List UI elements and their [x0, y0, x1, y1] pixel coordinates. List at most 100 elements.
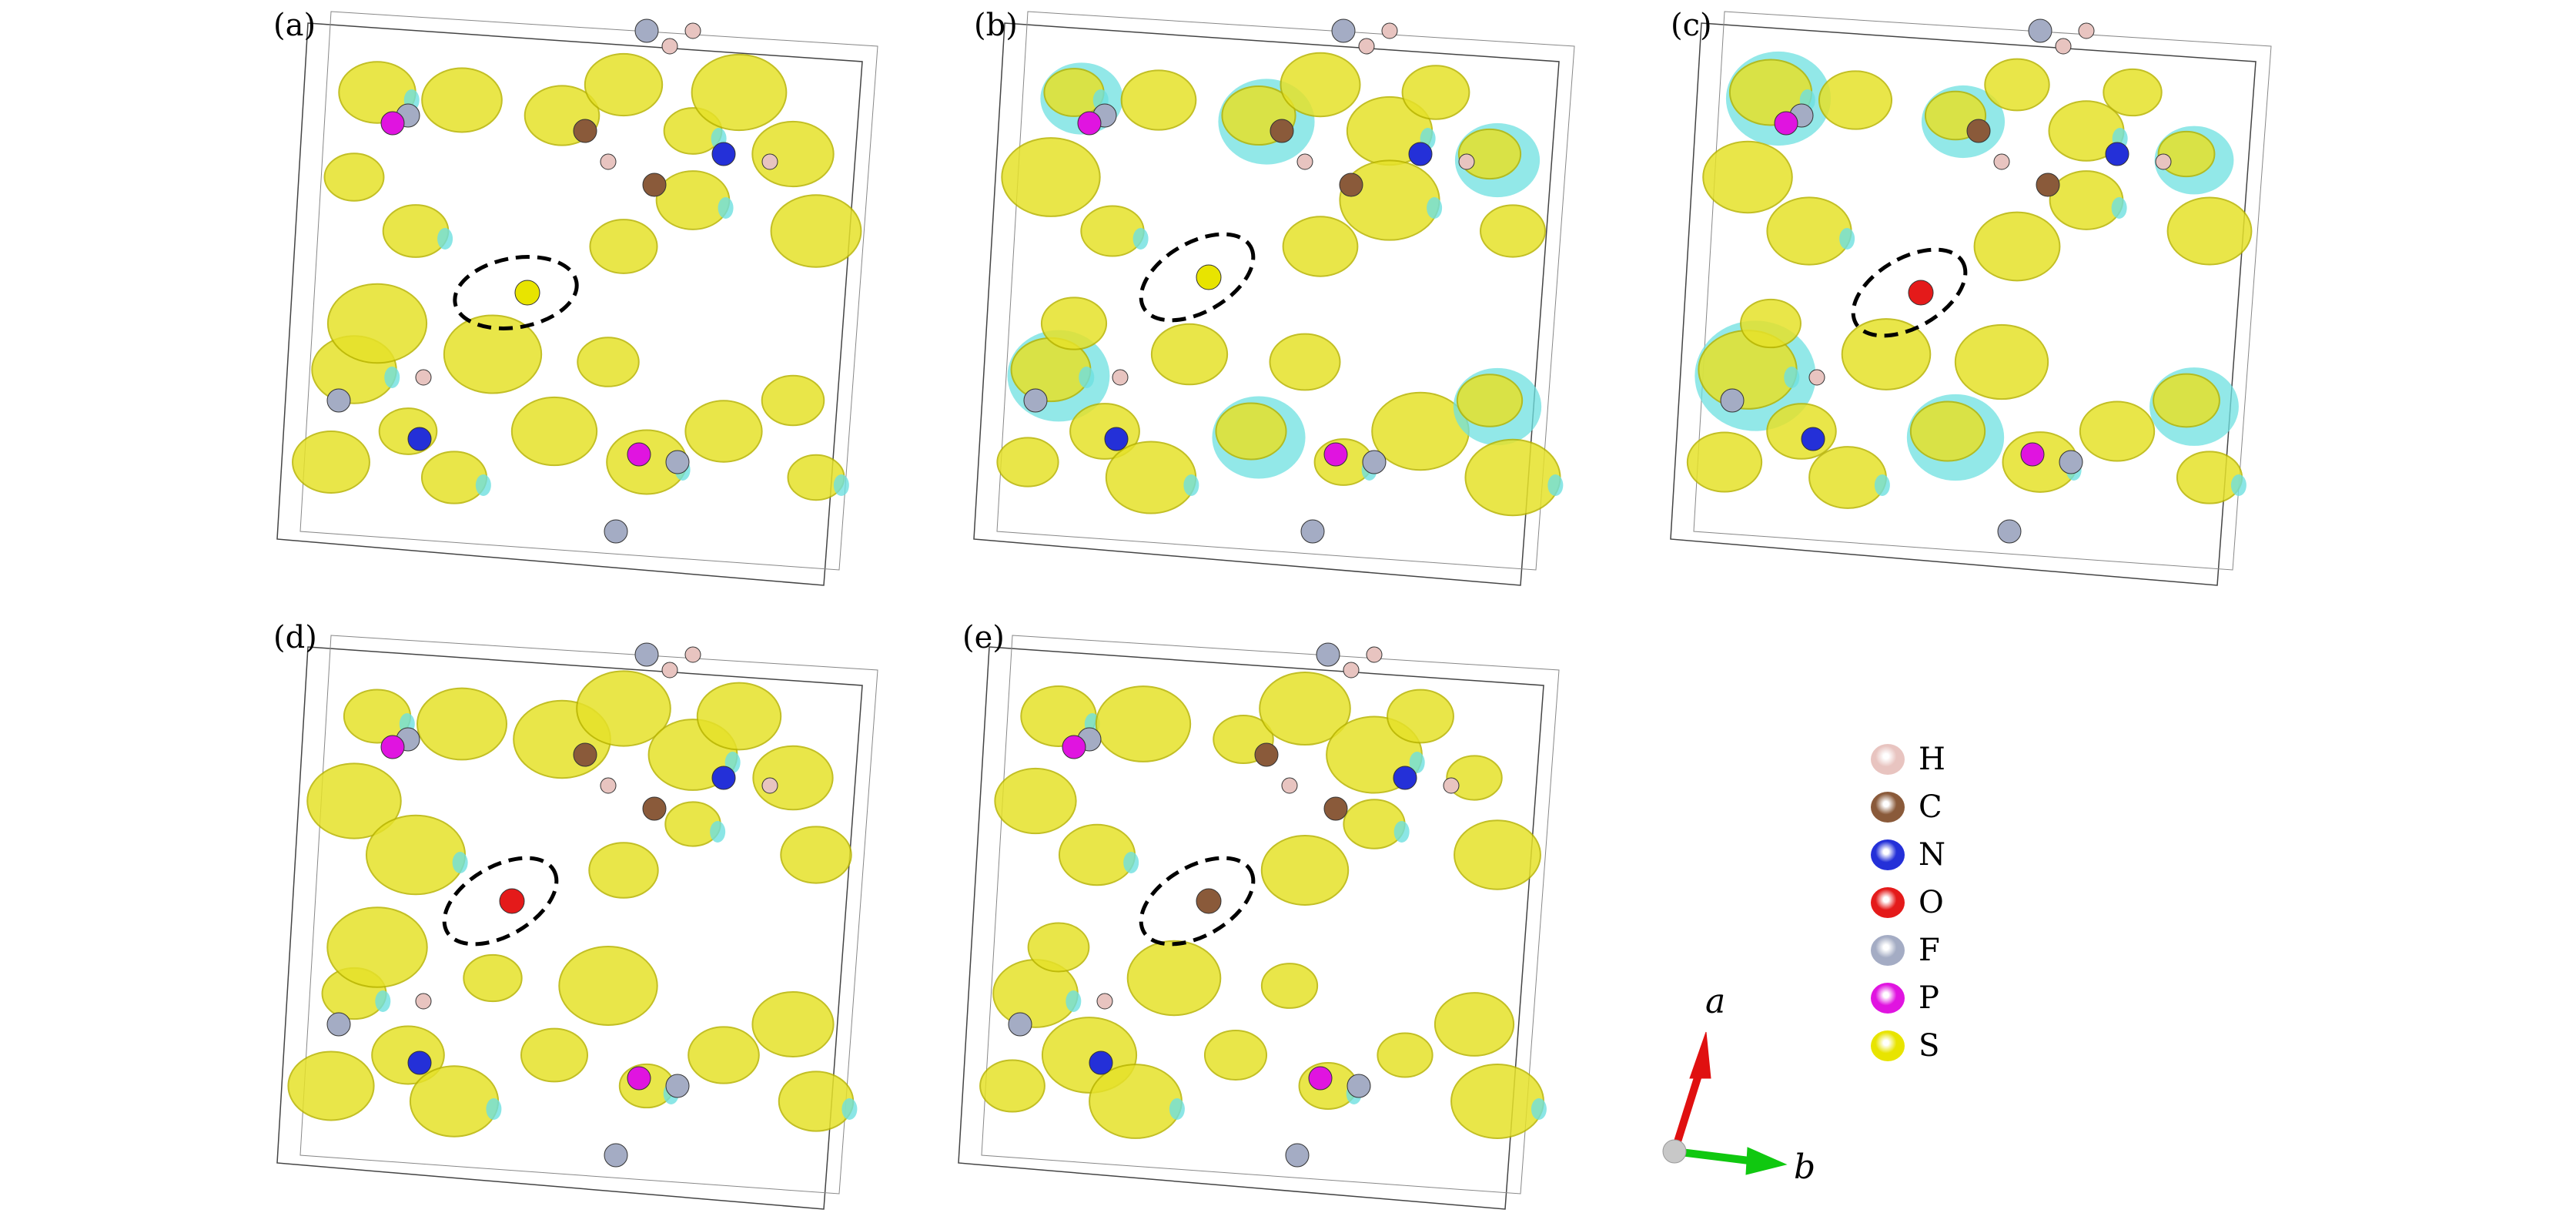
panel-label: (a)	[273, 8, 316, 43]
positive-isosurface	[996, 437, 1059, 488]
positive-isosurface	[558, 946, 658, 1026]
positive-isosurface	[1808, 446, 1887, 509]
positive-isosurface	[1450, 1064, 1544, 1139]
panel-label: (b)	[974, 8, 1018, 43]
atom-f	[1008, 1012, 1032, 1037]
panel-b: (b)	[958, 0, 1651, 601]
negative-isosurface	[1531, 1098, 1547, 1120]
panel-label: (d)	[273, 620, 317, 655]
positive-isosurface	[1260, 963, 1319, 1009]
highlight-dashed-ellipse	[453, 255, 579, 330]
negative-isosurface	[1079, 367, 1095, 388]
structure-render	[276, 11, 878, 586]
positive-isosurface	[1841, 318, 1932, 390]
positive-isosurface	[589, 219, 658, 274]
negative-isosurface	[718, 197, 734, 219]
atom-c	[1254, 742, 1279, 767]
atom-n	[1393, 766, 1417, 790]
atom-h	[600, 777, 617, 794]
positive-isosurface	[655, 170, 731, 230]
atom-h	[1281, 777, 1298, 794]
atom-c	[642, 796, 667, 821]
atom-p	[1774, 111, 1798, 136]
negative-isosurface	[486, 1098, 502, 1120]
crystal-axes: a b	[1655, 963, 1886, 1209]
panel-d: (d)	[262, 608, 955, 1213]
structure-render	[1670, 11, 2272, 586]
atom-p	[380, 111, 405, 136]
positive-isosurface	[323, 152, 385, 202]
positive-isosurface	[780, 826, 852, 884]
negative-isosurface	[2111, 197, 2127, 219]
positive-isosurface	[1954, 323, 2049, 400]
positive-isosurface	[1702, 140, 1793, 214]
atom-h	[761, 153, 778, 170]
positive-isosurface	[1001, 137, 1101, 217]
axis-a-label: a	[1705, 982, 1726, 1021]
atom-h	[1112, 369, 1129, 386]
positive-isosurface	[1377, 1032, 1434, 1078]
positive-isosurface	[1040, 297, 1108, 350]
positive-isosurface	[1150, 323, 1229, 386]
positive-isosurface	[1058, 823, 1136, 886]
fluorine-ball-icon	[1871, 935, 1905, 966]
atom-n	[1801, 427, 1825, 451]
positive-isosurface	[443, 314, 543, 394]
positive-isosurface	[584, 52, 664, 117]
positive-isosurface	[1126, 940, 1222, 1017]
positive-isosurface	[1401, 65, 1470, 120]
positive-isosurface	[1343, 799, 1406, 849]
positive-isosurface	[1105, 441, 1197, 514]
atom-h	[684, 22, 701, 39]
positive-isosurface	[1215, 402, 1287, 461]
positive-isosurface	[1984, 58, 2050, 112]
positive-isosurface	[2049, 170, 2124, 230]
atom-p	[2020, 442, 2045, 467]
positive-isosurface	[2166, 196, 2253, 266]
negative-isosurface	[1409, 752, 1425, 773]
atom-f	[665, 450, 690, 474]
positive-isosurface	[664, 801, 721, 847]
atom-h	[2155, 153, 2172, 170]
positive-isosurface	[417, 687, 507, 761]
positive-isosurface	[1434, 992, 1515, 1057]
atom-h	[415, 369, 432, 386]
negative-isosurface	[1874, 474, 1890, 496]
negative-isosurface	[841, 1098, 858, 1120]
atom-h	[2078, 22, 2095, 39]
structure-render	[276, 635, 878, 1210]
panel-label: (c)	[1671, 8, 1712, 43]
negative-isosurface	[475, 474, 491, 496]
panel-e: (e)	[943, 608, 1636, 1213]
atom-f	[326, 388, 351, 413]
atom-f	[2028, 18, 2052, 43]
positive-isosurface	[1089, 1064, 1183, 1139]
atom-n	[407, 427, 432, 451]
positive-isosurface	[1740, 298, 1802, 349]
highlight-dashed-ellipse	[442, 856, 559, 947]
atom-c	[1270, 119, 1294, 143]
positive-isosurface	[1203, 1029, 1268, 1081]
positive-isosurface	[2176, 451, 2243, 504]
positive-isosurface	[1464, 438, 1561, 517]
positive-isosurface	[1387, 689, 1454, 744]
highlight-dashed-ellipse	[1139, 856, 1256, 947]
atom-f	[634, 642, 659, 667]
negative-isosurface	[1132, 228, 1149, 250]
atom-f	[634, 18, 659, 43]
positive-isosurface	[1457, 128, 1522, 180]
atom-f	[1362, 450, 1387, 474]
atom-h	[2055, 38, 2072, 55]
atom-c	[1323, 796, 1348, 821]
positive-isosurface	[292, 431, 370, 494]
atom-f	[604, 1143, 628, 1168]
positive-isosurface	[1339, 159, 1440, 241]
positive-isosurface	[306, 762, 402, 839]
atom-n	[711, 766, 736, 790]
positive-isosurface	[778, 1071, 855, 1132]
atom-h	[1343, 662, 1360, 679]
positive-isosurface	[1080, 205, 1145, 257]
positive-isosurface	[382, 204, 450, 258]
positive-isosurface	[979, 1059, 1045, 1113]
negative-isosurface	[384, 367, 400, 388]
